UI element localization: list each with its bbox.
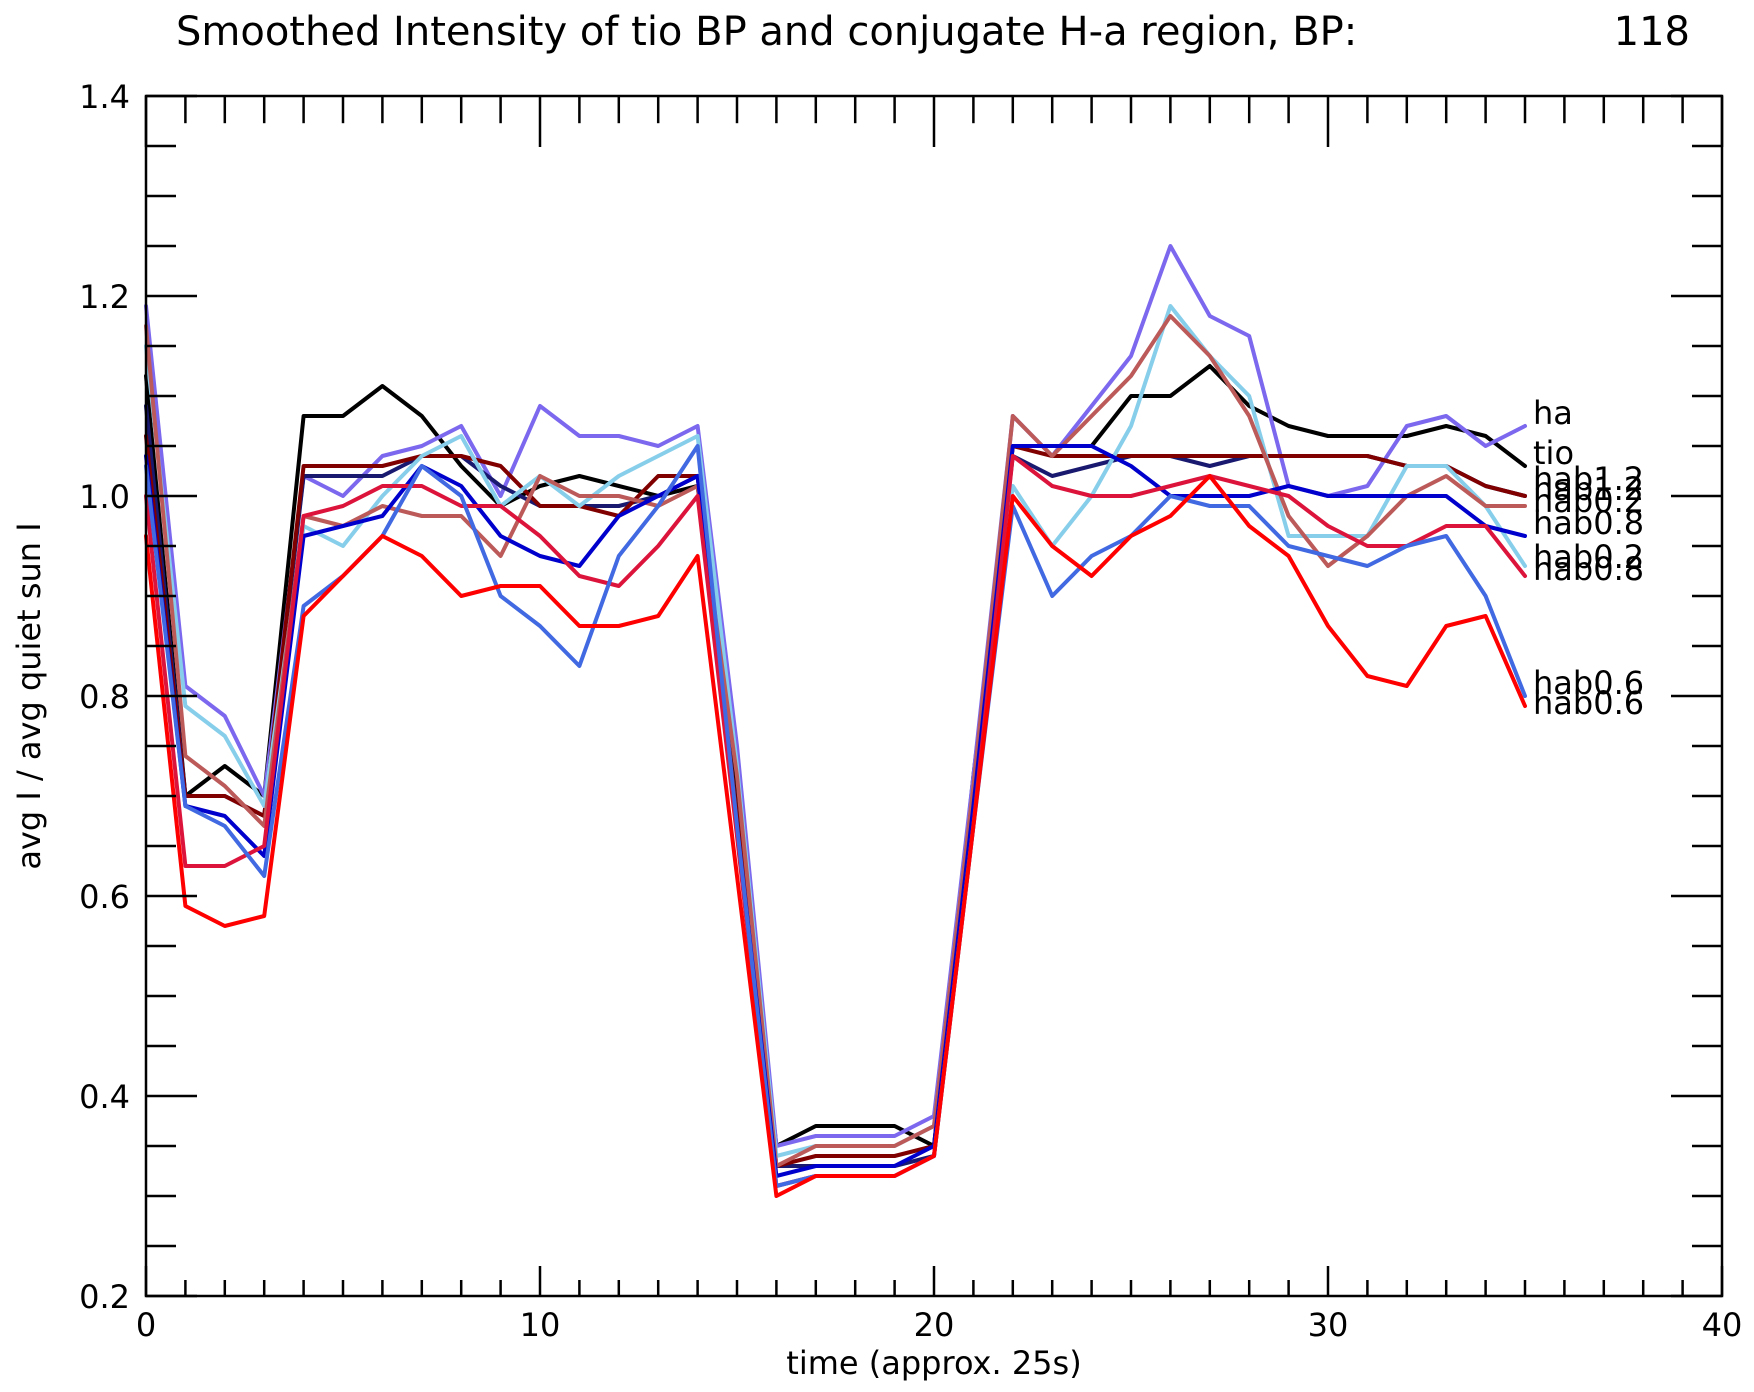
- x-tick-label: 0: [136, 1306, 156, 1344]
- y-tick-label: 0.6: [79, 878, 130, 916]
- series-end-label: hab0.8: [1533, 504, 1644, 542]
- y-tick-label: 0.2: [79, 1278, 130, 1316]
- y-axis-label: avg I / avg quiet sun I: [10, 522, 48, 869]
- series-line-6: [144, 444, 1527, 1178]
- x-axis-label: time (approx. 25s): [786, 1344, 1081, 1382]
- x-tick-label: 30: [1308, 1306, 1349, 1344]
- series-line-0: [144, 364, 1527, 1148]
- plot-frame: [144, 94, 1724, 1298]
- series-line-5: [144, 314, 1527, 1168]
- series-line-3: [144, 434, 1527, 1168]
- series-end-label: tio: [1533, 434, 1574, 472]
- y-tick-label: 1.0: [79, 478, 130, 516]
- series-end-label: hab0.2: [1533, 538, 1644, 576]
- y-tick-label: 1.2: [79, 278, 130, 316]
- series-end-label: ha: [1533, 394, 1573, 432]
- x-tick-label: 20: [914, 1306, 955, 1344]
- series-end-label: hab0.6: [1533, 684, 1644, 722]
- x-tick-label: 40: [1702, 1306, 1743, 1344]
- series-line-9: [144, 474, 1527, 1198]
- series-group: [144, 244, 1527, 1198]
- y-tick-label: 1.4: [79, 78, 130, 116]
- series-end-label: hab1.2: [1533, 460, 1644, 498]
- series-end-label: hab0.2: [1533, 482, 1644, 520]
- series-line-8: [144, 444, 1527, 1188]
- x-tick-label: 10: [520, 1306, 561, 1344]
- series-end-label: hab0.8: [1533, 550, 1644, 588]
- chart-title: Smoothed Intensity of tio BP and conjuga…: [176, 9, 1357, 55]
- series-line-1: [144, 244, 1527, 1148]
- series-end-label: hab1.2: [1533, 470, 1644, 508]
- series-end-label: hab0.6: [1533, 664, 1644, 702]
- chart-title-value: 118: [1614, 9, 1690, 55]
- tick-labels-group: 0 10 20 30 40 0.2 0.4 0.6 0.8 1.0 1.2 1.4: [79, 78, 1742, 1344]
- series-labels-group: hatiohab1.2hab1.2hab0.8hab0.2hab0.2hab0.…: [1533, 394, 1644, 722]
- y-tick-label: 0.4: [79, 1078, 130, 1116]
- y-tick-label: 0.8: [79, 678, 130, 716]
